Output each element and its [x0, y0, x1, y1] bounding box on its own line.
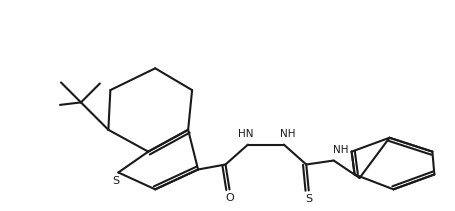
Text: S: S: [305, 194, 312, 204]
Text: NH: NH: [334, 145, 349, 155]
Text: NH: NH: [280, 129, 296, 139]
Text: HN: HN: [238, 129, 253, 139]
Text: O: O: [225, 193, 234, 203]
Text: S: S: [112, 176, 119, 187]
